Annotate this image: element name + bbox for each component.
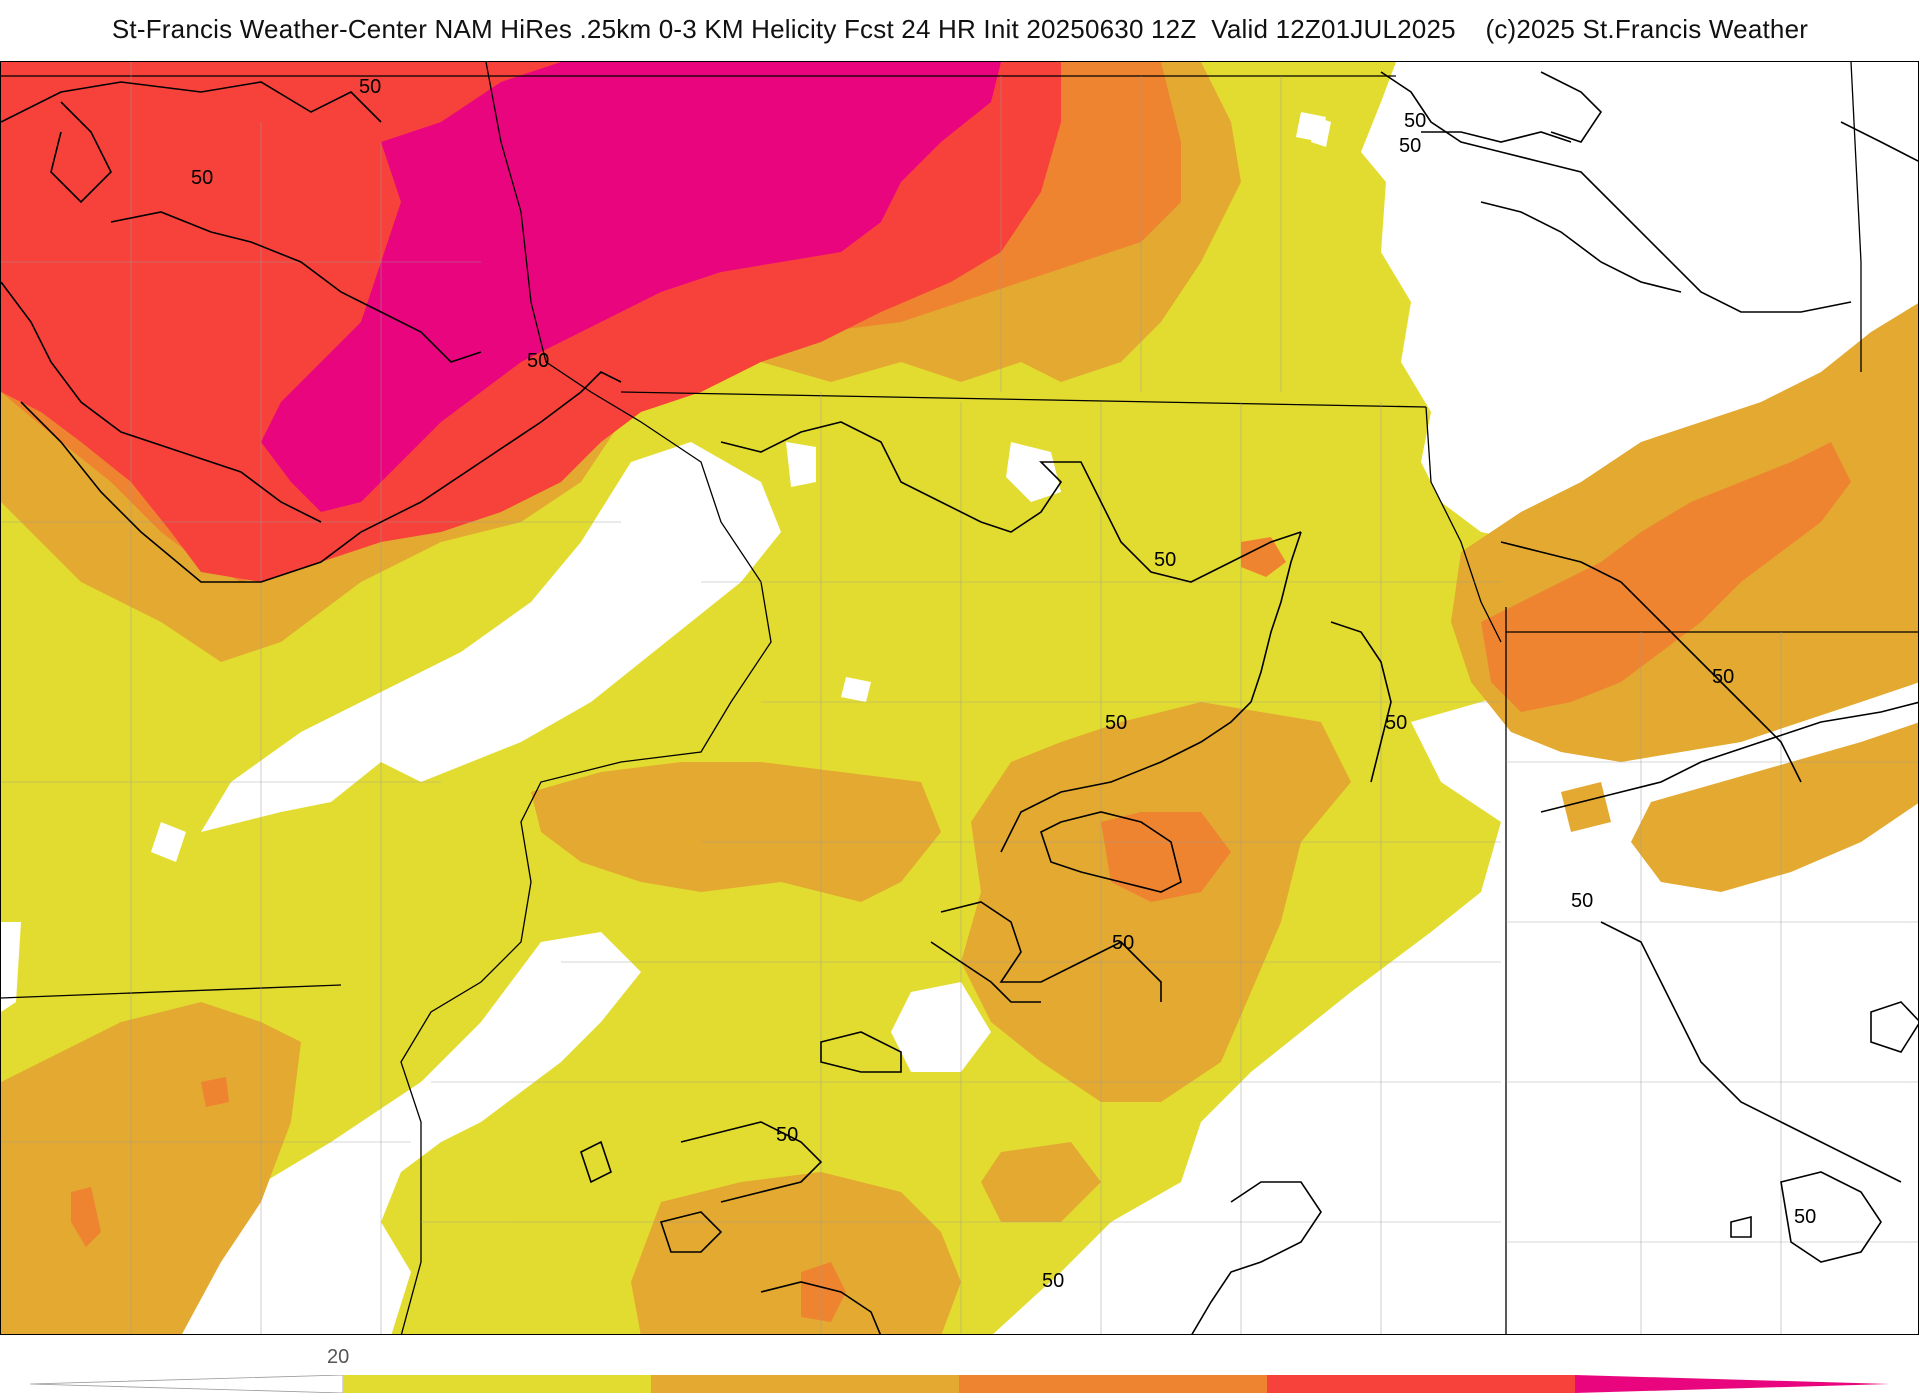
- colorbar: [30, 1375, 1890, 1393]
- contour-label: 50: [1385, 712, 1407, 734]
- contour-label: 50: [1042, 1270, 1064, 1292]
- helicity-map: 50 50 50 50 50 50 50 50 50 50 50 50 50 5…: [0, 61, 1919, 1335]
- county-lines: [1, 62, 1918, 1334]
- contour-label: 50: [1154, 549, 1176, 571]
- contour-label: 50: [1105, 712, 1127, 734]
- contour-label: 50: [1712, 666, 1734, 688]
- colorbar-segment-4: [1267, 1375, 1575, 1393]
- colorbar-segment-1: [343, 1375, 651, 1393]
- colorbar-segment-2: [651, 1375, 959, 1393]
- contour-label: 50: [1571, 890, 1593, 912]
- contour-label: 50: [1404, 110, 1426, 132]
- colorbar-segment-below: [30, 1375, 344, 1393]
- colorbar-tick-label: 20: [327, 1346, 350, 1368]
- map-title: St-Francis Weather-Center NAM HiRes .25k…: [111, 14, 1809, 44]
- contour-label: 50: [1112, 932, 1134, 954]
- contour-labels: 50 50 50 50 50 50 50 50 50 50 50 50 50: [191, 76, 1734, 1292]
- contour-label: 50: [776, 1124, 798, 1146]
- contour-label: 50: [1399, 135, 1421, 157]
- helicity-contours: [1, 71, 1918, 1334]
- colorbar-segment-5: [1575, 1375, 1890, 1393]
- contour-label: 50: [191, 167, 213, 189]
- colorbar-segment-3: [959, 1375, 1267, 1393]
- contour-label: 50: [1794, 1206, 1816, 1228]
- helicity-level-5: [261, 62, 1001, 512]
- state-borders: [1, 62, 1918, 1334]
- map-canvas: 50 50 50 50 50 50 50 50 50 50 50 50 50 5…: [1, 62, 1918, 1334]
- contour-label: 50: [527, 350, 549, 372]
- contour-label: 50: [359, 76, 381, 98]
